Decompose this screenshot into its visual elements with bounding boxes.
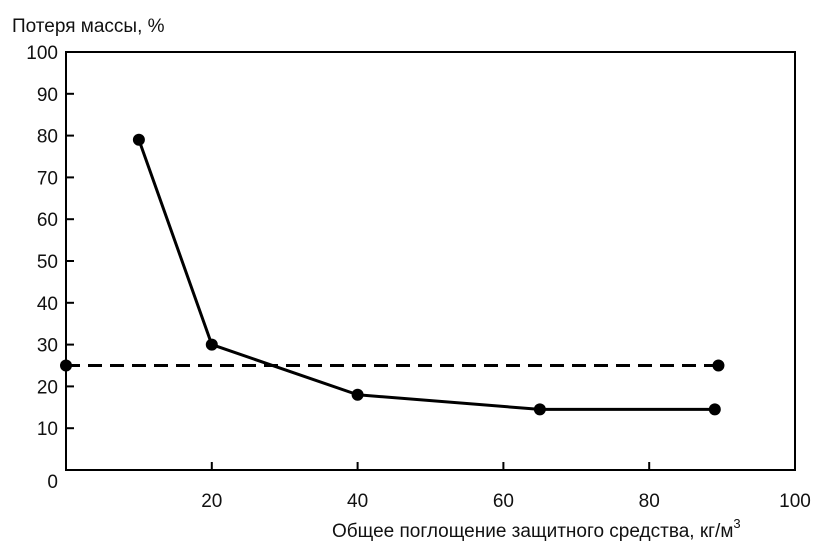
- x-tick-label: 20: [201, 491, 222, 512]
- y-tick-label: 20: [37, 377, 58, 398]
- x-tick-label: 60: [493, 491, 514, 512]
- y-tick-label: 70: [37, 168, 58, 189]
- y-tick-label: 50: [37, 252, 58, 273]
- y-axis-ticks: 10 20 30 40 50 60 70 80 90 100: [26, 43, 74, 440]
- y-tick-label: 100: [26, 43, 58, 64]
- plot-frame: [65, 51, 796, 471]
- solid-series-point: [533, 403, 546, 416]
- solid-series-line: [137, 139, 715, 411]
- solid-series-point: [205, 338, 218, 351]
- x-tick-label: 0: [47, 472, 58, 493]
- x-axis-title: Общее поглощение защитного средства, кг/…: [332, 516, 741, 542]
- solid-series-point: [708, 403, 721, 416]
- y-tick-label: 30: [37, 336, 58, 357]
- x-axis-title-main: Общее поглощение защитного средства, кг/…: [332, 521, 733, 542]
- y-tick-label: 80: [37, 127, 58, 148]
- dashed-series-point: [60, 359, 72, 372]
- y-tick-label: 60: [37, 210, 58, 231]
- x-tick-label: 40: [347, 491, 368, 512]
- y-tick-label: 90: [37, 85, 58, 106]
- y-axis-title: Потеря массы, %: [12, 16, 165, 37]
- x-tick-label: 80: [639, 491, 660, 512]
- x-tick-label: 100: [779, 491, 811, 512]
- y-tick-label: 40: [37, 294, 58, 315]
- solid-series-point: [132, 133, 145, 146]
- x-axis-ticks: 0 20 40 60 80 100: [47, 462, 811, 512]
- solid-series-point: [351, 388, 364, 401]
- y-tick-label: 10: [37, 419, 58, 440]
- dashed-series-point: [712, 359, 725, 372]
- x-axis-title-superscript: 3: [733, 516, 740, 531]
- series-layer: [60, 133, 725, 416]
